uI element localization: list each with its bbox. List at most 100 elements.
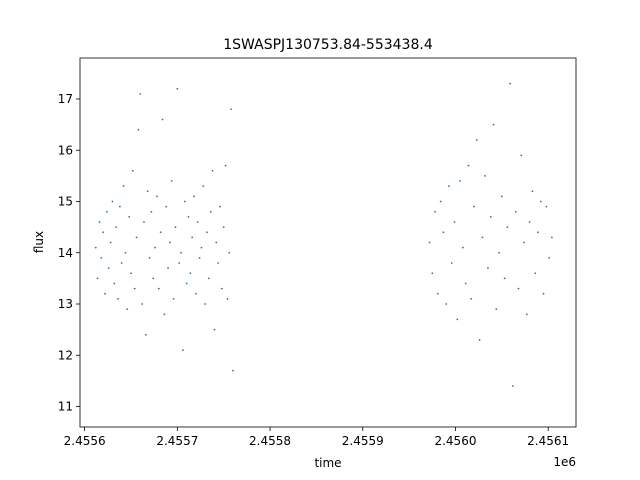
data-point	[445, 303, 448, 305]
data-point	[130, 272, 132, 275]
x-tick-label: 2.4559	[342, 434, 384, 448]
data-point	[200, 246, 203, 249]
y-tick-label: 11	[58, 400, 73, 414]
data-point	[193, 195, 195, 198]
data-point	[154, 246, 157, 249]
y-axis-title: flux	[32, 231, 46, 253]
data-point	[94, 246, 97, 249]
data-point	[180, 251, 182, 254]
data-point	[174, 226, 177, 229]
data-point	[489, 215, 492, 218]
data-point	[481, 236, 484, 239]
data-point	[207, 277, 210, 280]
x-tick-label: 2.4558	[249, 434, 291, 448]
data-point	[224, 164, 227, 167]
data-point	[128, 215, 131, 218]
data-point	[163, 313, 166, 316]
data-point	[448, 185, 450, 188]
data-point	[517, 287, 520, 290]
data-point	[464, 282, 467, 285]
y-tick-label: 17	[58, 92, 73, 106]
data-point	[148, 256, 151, 259]
data-point	[230, 108, 233, 111]
data-point	[187, 215, 190, 218]
data-point	[100, 256, 103, 259]
data-point	[98, 221, 101, 223]
data-point	[209, 210, 212, 213]
data-point	[191, 236, 194, 239]
data-point	[170, 180, 173, 182]
data-point	[439, 200, 442, 203]
y-tick-label: 13	[58, 297, 73, 311]
data-point	[534, 272, 537, 275]
data-point	[133, 287, 136, 290]
x-tick-label: 2.4557	[156, 434, 198, 448]
data-point	[156, 195, 158, 198]
data-point	[113, 282, 116, 285]
data-point	[228, 251, 231, 254]
data-point	[453, 221, 456, 223]
data-point	[484, 174, 487, 177]
data-point	[139, 92, 142, 95]
data-point	[118, 205, 121, 208]
data-point	[525, 313, 528, 316]
data-point	[514, 210, 517, 213]
data-point	[222, 226, 225, 229]
data-point	[115, 226, 118, 229]
data-point	[161, 118, 164, 121]
data-point	[495, 308, 498, 311]
data-point	[131, 169, 134, 172]
chart-title: 1SWASPJ130753.84-553438.4	[223, 37, 433, 53]
data-point	[219, 205, 221, 208]
y-tick-label: 15	[58, 195, 73, 209]
data-point	[498, 251, 500, 254]
data-point	[213, 328, 216, 331]
data-point	[109, 241, 112, 244]
x-axis-title: time	[314, 456, 341, 470]
data-point	[215, 241, 218, 244]
data-point	[211, 169, 214, 172]
data-point	[183, 200, 186, 203]
data-point	[503, 277, 506, 280]
data-point	[141, 303, 144, 305]
data-point	[537, 231, 539, 234]
data-point	[551, 236, 553, 239]
data-point	[111, 200, 114, 203]
data-point	[172, 297, 175, 300]
data-point	[144, 333, 147, 336]
data-point	[194, 292, 197, 295]
data-point	[473, 205, 475, 208]
x-tick-label: 2.4556	[64, 434, 106, 448]
x-tick-label: 2.4561	[527, 434, 569, 448]
data-point	[105, 210, 108, 213]
data-point	[475, 139, 478, 141]
data-point	[545, 205, 548, 208]
data-point	[178, 262, 181, 264]
x-tick-label: 2.4560	[434, 434, 476, 448]
data-point	[126, 308, 129, 311]
data-point	[431, 272, 434, 275]
data-point	[104, 292, 106, 295]
data-point	[226, 297, 229, 300]
data-point	[220, 287, 223, 290]
data-points	[94, 82, 553, 387]
data-point	[117, 297, 119, 300]
data-point	[202, 185, 205, 188]
data-point	[189, 272, 192, 275]
y-tick-label: 14	[58, 246, 73, 260]
data-point	[467, 164, 470, 167]
y-axis: 11 12 13 14 15 16 17	[58, 92, 80, 414]
data-point	[120, 262, 123, 264]
data-point	[461, 246, 464, 249]
data-point	[528, 221, 531, 223]
data-point	[217, 262, 220, 264]
data-point	[169, 241, 171, 244]
data-point	[470, 297, 473, 300]
data-point	[143, 221, 145, 223]
y-tick-label: 16	[58, 143, 73, 157]
data-point	[198, 256, 201, 259]
data-point	[450, 262, 453, 264]
data-point	[456, 318, 459, 321]
